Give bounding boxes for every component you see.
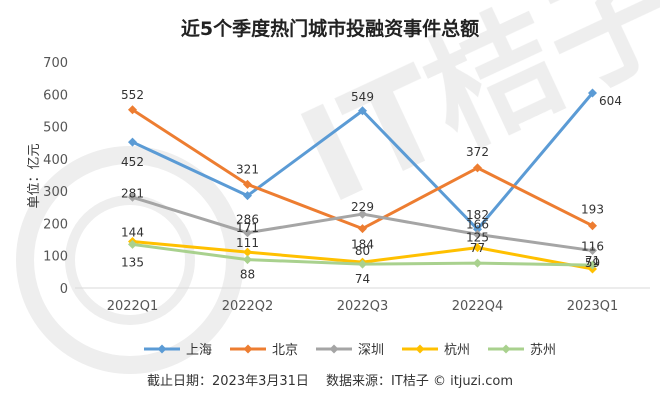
data-label: 166 — [466, 217, 489, 231]
data-point — [243, 255, 252, 265]
y-tick-label: 600 — [43, 88, 68, 103]
data-label: 80 — [355, 244, 370, 258]
legend-label: 杭州 — [444, 343, 470, 358]
data-point — [358, 106, 367, 116]
data-point — [588, 221, 597, 231]
y-tick-label: 700 — [43, 56, 68, 71]
data-point — [243, 179, 252, 189]
y-tick-label: 200 — [43, 217, 68, 232]
legend-label: 上海 — [186, 343, 212, 358]
data-point — [358, 209, 367, 219]
series-2 — [128, 105, 597, 234]
data-label: 182 — [466, 208, 489, 222]
data-point — [473, 163, 482, 173]
data-label: 193 — [581, 203, 604, 217]
data-label: 116 — [581, 240, 604, 254]
data-point — [473, 229, 482, 239]
legend-marker — [157, 344, 167, 354]
data-point — [473, 258, 482, 268]
data-label: 604 — [599, 94, 622, 108]
series-5 — [128, 239, 597, 270]
data-labels: 452 286 549 182 604 552 321 184 372 193 281 171 229 1… — [121, 88, 622, 286]
legend-marker — [415, 344, 425, 354]
legend-item: 杭州 — [402, 343, 470, 358]
data-label: 286 — [236, 213, 259, 227]
x-tick-label: 2022Q3 — [337, 299, 389, 314]
legend-marker — [329, 344, 339, 354]
legend-item: 苏州 — [488, 342, 556, 358]
y-axis-ticks: 0 100 200 300 400 500 600 700 — [43, 56, 68, 297]
y-tick-label: 0 — [60, 282, 68, 297]
x-tick-label: 2022Q2 — [222, 299, 274, 314]
data-label: 71 — [585, 254, 600, 268]
data-point — [358, 259, 367, 269]
data-label: 171 — [236, 221, 259, 235]
data-label: 125 — [466, 231, 489, 245]
data-point — [128, 192, 137, 202]
data-point — [243, 247, 252, 257]
data-point — [473, 243, 482, 253]
y-tick-label: 400 — [43, 153, 68, 168]
legend-label: 苏州 — [530, 342, 556, 358]
legend-item: 上海 — [144, 343, 212, 358]
x-tick-label: 2023Q1 — [567, 299, 619, 314]
data-label: 372 — [466, 145, 489, 159]
data-label: 59 — [585, 256, 600, 270]
data-point — [588, 260, 597, 270]
data-label: 111 — [236, 236, 259, 250]
data-label: 144 — [121, 226, 144, 240]
data-point — [128, 137, 137, 147]
data-label: 549 — [351, 90, 374, 104]
series-1 — [128, 88, 597, 234]
legend-item: 北京 — [230, 343, 298, 358]
legend-label: 北京 — [272, 343, 298, 358]
data-point — [243, 228, 252, 238]
y-tick-label: 500 — [43, 121, 68, 136]
legend-item: 深圳 — [316, 343, 384, 358]
y-axis-label: 单位：亿元 — [27, 143, 42, 208]
series-group — [128, 88, 597, 274]
data-point — [588, 88, 597, 98]
data-point — [243, 191, 252, 201]
data-point — [588, 246, 597, 256]
legend-marker — [501, 344, 511, 354]
data-label: 281 — [121, 186, 144, 200]
y-tick-label: 100 — [43, 250, 68, 265]
data-label: 552 — [121, 88, 144, 102]
data-label: 452 — [121, 155, 144, 169]
data-point — [128, 105, 137, 115]
legend-marker — [243, 344, 253, 354]
x-axis: 2022Q1 2022Q2 2022Q3 2022Q4 2023Q1 — [75, 287, 650, 314]
data-point — [128, 239, 137, 249]
data-label: 77 — [470, 241, 485, 255]
x-tick-label: 2022Q4 — [452, 299, 504, 314]
data-label: 184 — [351, 238, 374, 252]
data-label: 88 — [240, 268, 255, 282]
data-label: 74 — [355, 272, 370, 286]
data-point — [473, 224, 482, 234]
legend-label: 深圳 — [358, 343, 384, 358]
x-tick-label: 2022Q1 — [107, 299, 159, 314]
data-label: 321 — [236, 162, 259, 176]
data-label: 135 — [121, 255, 144, 269]
series-3 — [128, 192, 597, 256]
data-point — [358, 224, 367, 234]
legend: 上海 北京 深圳 杭州 苏州 — [144, 342, 556, 358]
y-tick-label: 300 — [43, 185, 68, 200]
data-label: 229 — [351, 200, 374, 214]
footer-source: 截止日期：2023年3月31日 数据来源：IT桔子 © itjuzi.com — [147, 374, 513, 389]
chart-title: 近5个季度热门城市投融资事件总额 — [181, 17, 479, 40]
